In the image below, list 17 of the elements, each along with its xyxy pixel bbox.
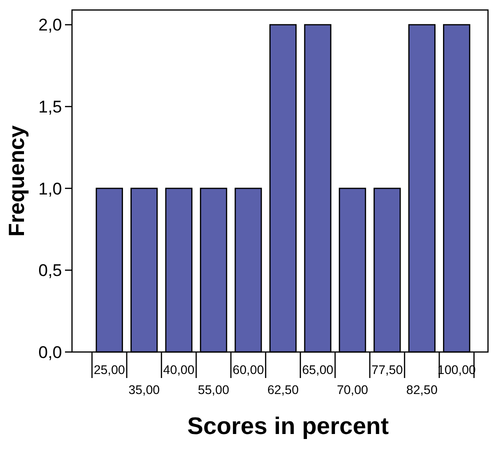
x-tick-label: 65,00 bbox=[302, 363, 334, 377]
x-tick-label: 55,00 bbox=[198, 383, 230, 397]
x-tick-label: 70,00 bbox=[336, 383, 368, 397]
x-tick-label: 60,00 bbox=[232, 363, 264, 377]
x-tick-label: 77,50 bbox=[372, 363, 403, 377]
y-tick-label: 2,0 bbox=[38, 16, 62, 35]
y-tick-label: 0,0 bbox=[38, 342, 62, 362]
y-tick-label: 1,5 bbox=[38, 97, 62, 116]
x-tick-label: 35,00 bbox=[128, 383, 160, 397]
x-axis-title: Scores in percent bbox=[187, 413, 389, 440]
x-tick-label: 62,50 bbox=[267, 383, 299, 397]
y-tick-label: 0,5 bbox=[38, 261, 62, 280]
y-axis-title: Frequency bbox=[4, 124, 29, 237]
x-tick-label: 82,50 bbox=[406, 383, 438, 397]
x-tick-label: 40,00 bbox=[163, 363, 195, 377]
y-tick-label: 1,0 bbox=[38, 179, 62, 198]
x-tick-label: 25,00 bbox=[94, 363, 126, 377]
